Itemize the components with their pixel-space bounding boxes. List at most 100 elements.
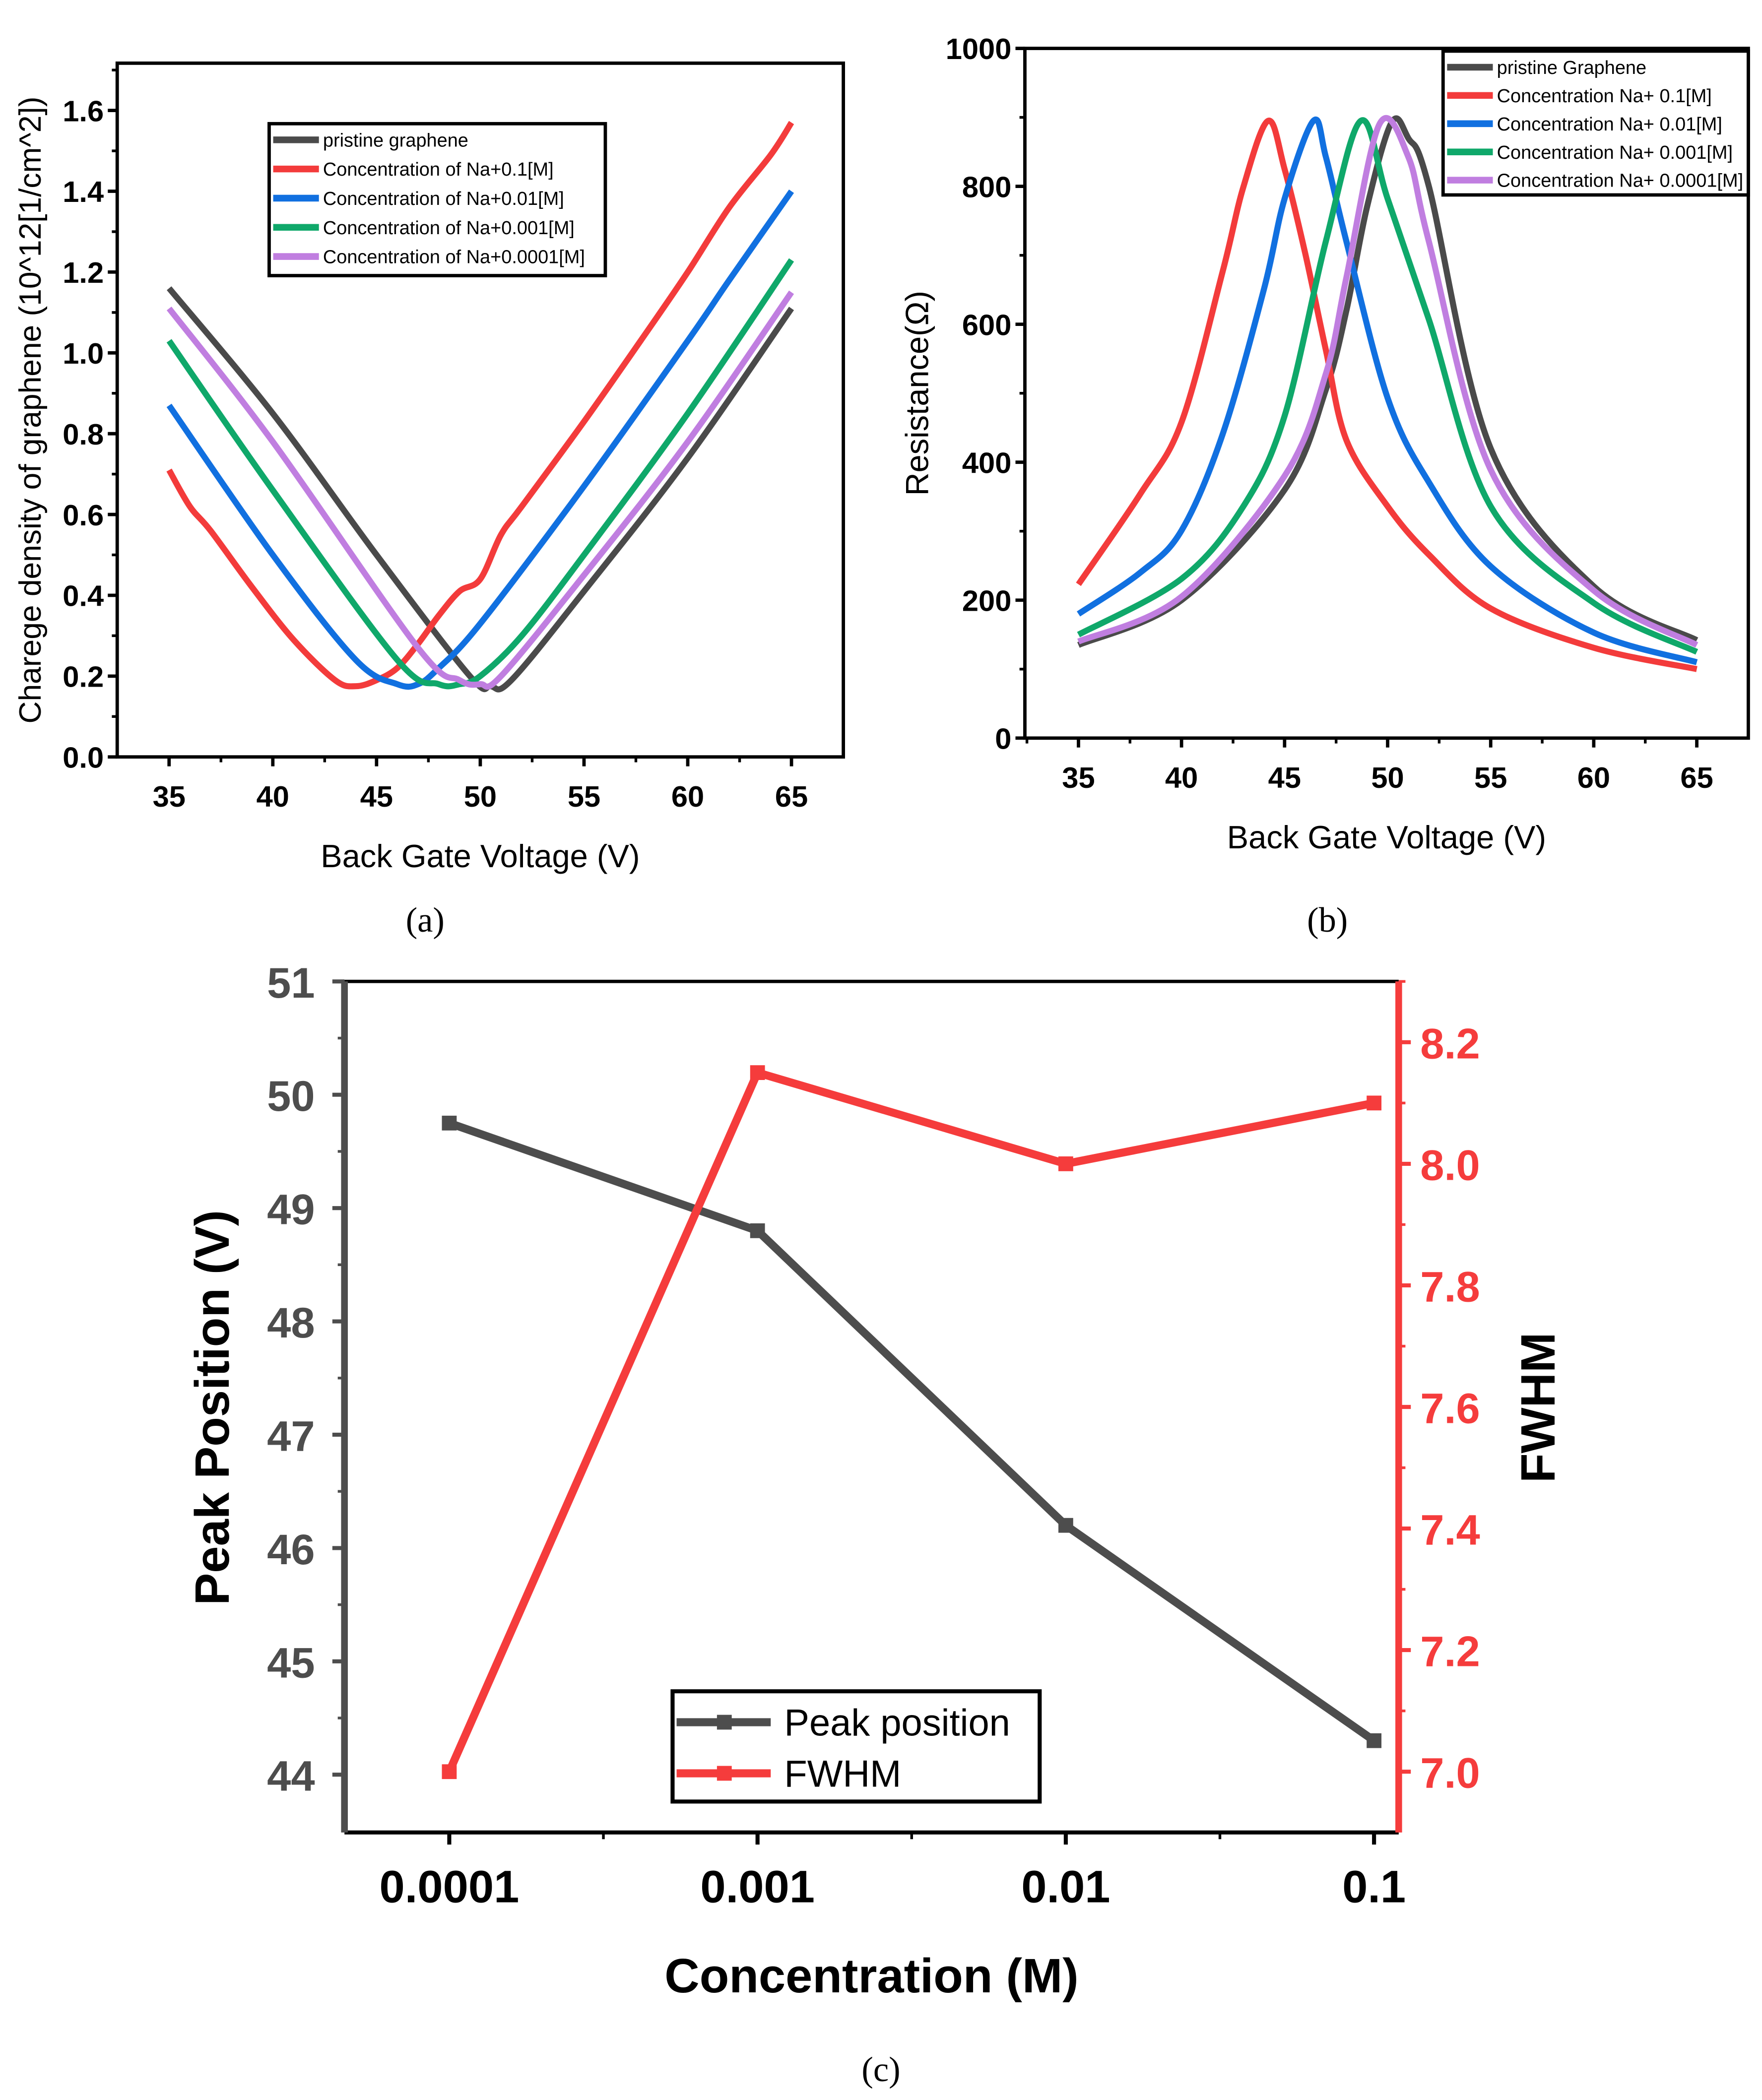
legend-box: [670, 1689, 1042, 1804]
chart-b-resistance: 35 40 45 50 55 60 65 0 200 400 600 800 1000 Back Gate…: [899, 32, 1750, 855]
x-tick-label: 40: [1165, 761, 1198, 794]
y-tick-label: 200: [962, 584, 1011, 617]
x-axis-title: Back Gate Voltage (V): [321, 838, 640, 874]
x-tick-label: 35: [153, 780, 186, 813]
legend-marker: [717, 1715, 732, 1730]
legend-label: Concentration Na+ 0.001[M]: [1497, 142, 1733, 163]
left-y-tick-label: 44: [267, 1753, 315, 1800]
data-point-marker: [442, 1115, 457, 1131]
caption-c: (c): [861, 2050, 900, 2089]
y-tick-label: 1.0: [63, 337, 104, 370]
series-line-1: [166, 121, 794, 690]
legend-label: FWHM: [784, 1753, 901, 1795]
series-line-fwhm: [445, 1068, 1375, 1774]
right-y-axis-title: FWHM: [1511, 1333, 1565, 1483]
left-y-tick-label: 45: [267, 1639, 315, 1687]
x-tick-label: 60: [1577, 761, 1610, 794]
legend-label: pristine Graphene: [1497, 58, 1646, 78]
left-y-tick-label: 48: [267, 1299, 315, 1347]
data-point-marker: [442, 1764, 457, 1780]
series-line-4: [166, 290, 794, 690]
left-y-axis-title: Peak Position (V): [185, 1210, 239, 1605]
left-y-tick-label: 51: [267, 959, 315, 1007]
y-axis-title: Resistance(Ω): [899, 291, 935, 496]
y-tick-label: 0.4: [63, 579, 104, 613]
data-point-marker: [1058, 1518, 1073, 1533]
y-tick-label: 1.4: [63, 175, 104, 208]
legend-label: Concentration Na+ 0.1[M]: [1497, 86, 1712, 107]
y-tick-label: 1.6: [63, 94, 104, 127]
chart-a-charge-density: 35 40 45 50 55 60 65 0.0 0.2 0.4 0.6 0.8 1.0 1.2 1.4 1.…: [13, 61, 846, 874]
chart-c-peak-fwhm: 0.0001 0.001 0.01 0.1 44 45 46 47 48 49 50 51 7.0 7.2…: [185, 959, 1565, 2003]
legend-box: [267, 122, 607, 277]
y-tick-label: 1.2: [63, 256, 104, 289]
series-line-3: [166, 258, 794, 690]
series-line-0: [167, 286, 794, 693]
x-tick-label: 0.01: [1021, 1861, 1110, 1912]
legend-label: Peak position: [784, 1702, 1010, 1744]
series-line-3: [1077, 117, 1698, 655]
y-tick-label: 0.6: [63, 499, 104, 532]
x-tick-label: 65: [1680, 761, 1713, 794]
y-tick-label: 0: [995, 722, 1011, 755]
y-tick-label: 400: [962, 446, 1011, 479]
x-tick-label: 60: [671, 780, 704, 813]
right-y-tick-label: 7.4: [1420, 1507, 1480, 1554]
y-tick-label: 0.0: [63, 741, 104, 774]
y-tick-label: 0.8: [63, 418, 104, 451]
x-tick-label: 55: [1474, 761, 1507, 794]
legend: Peak position FWHM: [670, 1689, 1042, 1804]
y-tick-label: 600: [962, 308, 1011, 341]
left-y-tick-label: 47: [267, 1412, 315, 1460]
legend-box: [1441, 49, 1750, 197]
left-y-tick-label: 46: [267, 1526, 315, 1574]
y-tick-label: 1000: [946, 32, 1012, 65]
caption-b: (b): [1307, 901, 1348, 940]
data-point-marker: [1367, 1733, 1382, 1748]
series-line-2: [1077, 117, 1698, 665]
data-point-marker: [1058, 1156, 1073, 1171]
left-y-tick-label: 49: [267, 1186, 315, 1234]
series-line-0: [1077, 115, 1698, 648]
data-point-marker: [750, 1065, 765, 1080]
legend-label: Concentration of Na+0.001[M]: [323, 218, 575, 239]
legend-label: Concentration of Na+0.01[M]: [323, 189, 564, 209]
x-tick-label: 40: [257, 780, 289, 813]
series-line-peak-position: [448, 1119, 1376, 1744]
x-tick-label: 0.0001: [380, 1861, 520, 1912]
caption-a: (a): [406, 901, 445, 940]
series-line-2: [166, 190, 794, 690]
legend-label: pristine graphene: [323, 130, 468, 151]
right-y-tick-label: 8.2: [1420, 1020, 1480, 1068]
legend-label: Concentration of Na+0.1[M]: [323, 159, 554, 180]
data-point-marker: [750, 1223, 765, 1238]
x-tick-label: 50: [1371, 761, 1404, 794]
x-tick-label: 50: [464, 780, 497, 813]
x-tick-label: 0.001: [700, 1861, 815, 1912]
x-tick-label: 65: [775, 780, 808, 813]
legend-label: Concentration Na+ 0.0001[M]: [1497, 171, 1743, 191]
x-axis-title: Back Gate Voltage (V): [1227, 819, 1546, 855]
right-y-tick-label: 8.0: [1420, 1142, 1480, 1189]
legend-label: Concentration Na+ 0.01[M]: [1497, 114, 1722, 135]
y-tick-label: 800: [962, 170, 1011, 203]
legend: pristine graphene Concentration of Na+0.1…: [267, 122, 607, 277]
x-axis-title: Concentration (M): [664, 1949, 1078, 2003]
legend-marker: [717, 1766, 732, 1781]
y-axis-title: Charege density of graphene (10^12[1/cm^…: [13, 97, 48, 724]
right-y-tick-label: 7.6: [1420, 1385, 1480, 1433]
y-tick-label: 0.2: [63, 660, 104, 694]
series-line-1: [1076, 118, 1697, 672]
x-tick-label: 35: [1062, 761, 1095, 794]
right-y-tick-label: 7.0: [1420, 1750, 1480, 1797]
x-tick-label: 55: [568, 780, 600, 813]
x-tick-label: 45: [1268, 761, 1301, 794]
left-y-tick-label: 50: [267, 1073, 315, 1120]
right-y-tick-label: 7.8: [1420, 1263, 1480, 1311]
right-y-tick-label: 7.2: [1420, 1628, 1480, 1676]
x-tick-label: 45: [360, 780, 393, 813]
legend: pristine Graphene Concentration Na+ 0.1[M…: [1441, 49, 1750, 197]
x-tick-label: 0.1: [1342, 1861, 1406, 1912]
data-point-marker: [1367, 1095, 1382, 1111]
